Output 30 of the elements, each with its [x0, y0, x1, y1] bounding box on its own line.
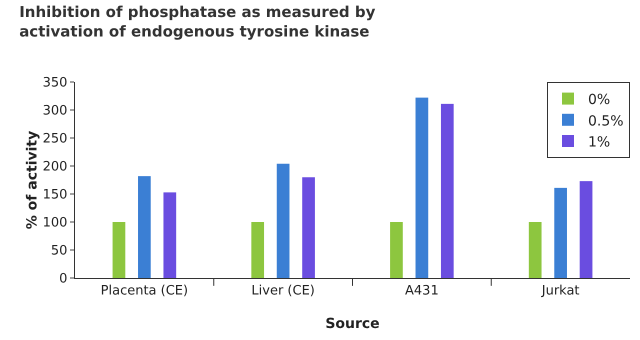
- y-tick-label: 200: [42, 160, 68, 175]
- bar: [112, 222, 126, 278]
- legend-label: 0.5%: [588, 113, 624, 130]
- x-tick-label: Liver (CE): [251, 284, 315, 299]
- x-tick-label: A431: [405, 284, 439, 299]
- bar: [440, 104, 454, 278]
- bar: [554, 188, 567, 278]
- x-axis-title: Source: [325, 316, 380, 332]
- bar: [276, 164, 290, 278]
- y-tick-label: 300: [42, 104, 68, 119]
- y-tick-label: 100: [42, 216, 68, 231]
- y-tick-label: 0: [59, 272, 68, 287]
- x-tick-label: Placenta (CE): [100, 284, 188, 299]
- legend-label: 0%: [588, 92, 610, 108]
- x-tick-label: Jurkat: [540, 284, 580, 299]
- bar: [528, 222, 542, 278]
- legend-label: 1%: [588, 134, 610, 150]
- y-tick-label: 50: [50, 244, 68, 259]
- bar: [163, 192, 176, 278]
- bar: [138, 176, 151, 278]
- bar: [302, 177, 315, 278]
- chart-title: Inhibition of phosphatase as measured by activation of endogenous tyrosine kinase: [19, 3, 376, 40]
- bar: [251, 222, 264, 278]
- y-tick-label: 150: [42, 188, 68, 203]
- bar: [416, 98, 428, 278]
- y-axis-title: % of activity: [24, 130, 41, 230]
- bar: [580, 181, 592, 278]
- y-tick-label: 350: [42, 76, 68, 91]
- bar: [390, 222, 403, 278]
- y-tick-label: 250: [42, 132, 68, 147]
